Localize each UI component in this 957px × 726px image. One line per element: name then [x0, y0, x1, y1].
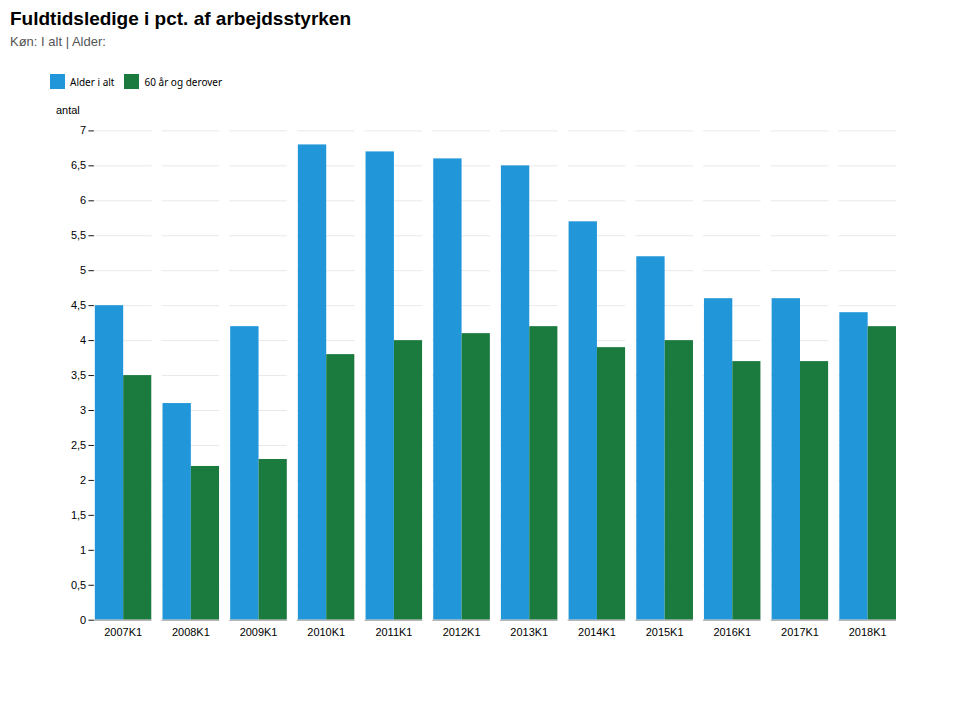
svg-text:2: 2	[80, 474, 86, 486]
svg-text:3: 3	[80, 404, 86, 416]
svg-text:antal: antal	[56, 104, 80, 116]
svg-text:5,5: 5,5	[71, 229, 86, 241]
svg-text:2008K1: 2008K1	[172, 626, 210, 638]
html-text:Alder i alt: Alder i alt	[70, 74, 115, 89]
html-text:Køn: I alt | Alder:: Køn: I alt | Alder:	[10, 34, 106, 49]
svg-text:7: 7	[80, 124, 86, 136]
svg-text:2018K1: 2018K1	[849, 626, 887, 638]
html-text:Fuldtidsledige i pct. af arbej: Fuldtidsledige i pct. af arbejdsstyrken	[10, 8, 351, 29]
svg-text:2010K1: 2010K1	[307, 626, 345, 638]
svg-text:6,5: 6,5	[71, 159, 86, 171]
svg-text:4: 4	[80, 334, 86, 346]
svg-text:0,5: 0,5	[71, 579, 86, 591]
svg-text:1,5: 1,5	[71, 509, 86, 521]
html-text:60 år og derover: 60 år og derover	[144, 74, 223, 89]
svg-text:2011K1: 2011K1	[375, 626, 412, 638]
svg-text:2014K1: 2014K1	[578, 626, 616, 638]
svg-text:3,5: 3,5	[71, 369, 86, 381]
svg-text:2016K1: 2016K1	[713, 626, 751, 638]
svg-text:6: 6	[80, 194, 86, 206]
svg-text:5: 5	[80, 264, 86, 276]
svg-text:2007K1: 2007K1	[104, 626, 142, 638]
svg-text:2017K1: 2017K1	[781, 626, 819, 638]
svg-text:2013K1: 2013K1	[510, 626, 548, 638]
svg-text:2,5: 2,5	[71, 439, 86, 451]
svg-text:2012K1: 2012K1	[443, 626, 481, 638]
svg-text:4,5: 4,5	[71, 299, 86, 311]
svg-text:1: 1	[80, 544, 86, 556]
svg-text:2009K1: 2009K1	[240, 626, 278, 638]
svg-text:2015K1: 2015K1	[646, 626, 684, 638]
svg-text:0: 0	[80, 614, 86, 626]
